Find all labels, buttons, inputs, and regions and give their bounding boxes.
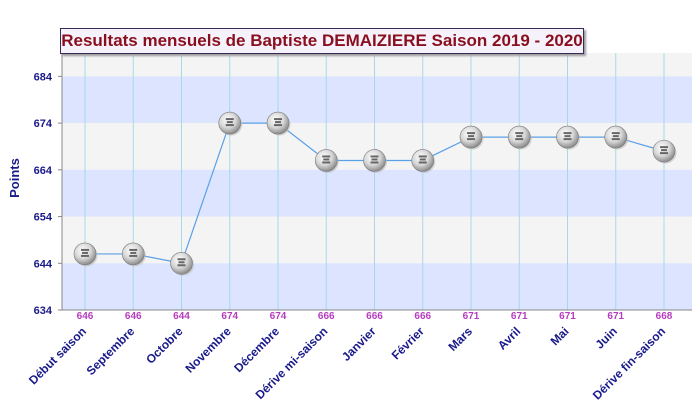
value-label: 671 [607, 311, 624, 322]
value-label: 666 [318, 311, 335, 322]
value-label: 644 [173, 311, 190, 322]
axes [61, 53, 692, 311]
vertical-gridlines [84, 53, 665, 310]
value-label: 646 [125, 311, 142, 322]
value-label: 666 [366, 311, 383, 322]
y-tick-label: 664 [34, 165, 53, 177]
data-point [170, 251, 194, 276]
value-label: 646 [77, 311, 94, 322]
data-point [652, 139, 677, 164]
data-point [218, 111, 243, 136]
value-label: 668 [656, 311, 673, 322]
x-tick-label: Juin [593, 324, 620, 351]
x-tick-label: Février [389, 324, 427, 362]
value-label: 674 [221, 311, 238, 322]
data-point [459, 125, 484, 150]
data-point [507, 125, 532, 150]
data-point [73, 242, 98, 267]
y-tick-label: 634 [34, 305, 53, 317]
value-label: 674 [270, 311, 287, 322]
data-point [556, 125, 580, 150]
y-tick-labels: 634 644 654 664 674 684 [34, 71, 62, 317]
data-point [363, 149, 387, 173]
chart-title-box: Resultats mensuels de Baptiste DEMAIZIER… [60, 28, 584, 54]
value-label: 671 [559, 311, 576, 322]
x-tick-label: Avril [495, 324, 523, 352]
x-tick-label: Début saison [26, 324, 89, 387]
value-label: 671 [463, 311, 480, 322]
x-tick-label: Octobre [143, 324, 186, 367]
data-point [314, 149, 339, 173]
value-labels: 646 646 644 674 674 666 666 666 671 671 671 671 668 [77, 311, 673, 322]
x-tick-label: Mai [548, 324, 572, 348]
y-tick-label: 654 [34, 212, 53, 224]
y-axis-label: Points [7, 158, 22, 198]
data-point [266, 111, 291, 136]
y-tick-label: 644 [34, 258, 53, 270]
x-tick-label: Septembre [84, 324, 138, 378]
plot-background [62, 53, 692, 310]
y-tick-label: 674 [34, 118, 53, 130]
x-tick-label: Mars [445, 324, 475, 354]
plot-band [62, 53, 692, 77]
plot-band [62, 263, 692, 310]
plot-band [62, 216, 692, 264]
x-tick-label: Novembre [182, 324, 234, 376]
chart-title: Resultats mensuels de Baptiste DEMAIZIER… [61, 31, 583, 50]
data-point [121, 242, 146, 267]
x-tick-label: Janvier [339, 324, 379, 364]
value-label: 666 [414, 311, 431, 322]
x-tick-label: Décembre [231, 324, 282, 375]
plot-band [62, 169, 692, 217]
data-point [604, 125, 629, 150]
plot-band [62, 76, 692, 124]
value-label: 671 [511, 311, 528, 322]
data-point [411, 149, 436, 173]
data-points [73, 111, 677, 276]
y-tick-label: 684 [34, 71, 53, 83]
